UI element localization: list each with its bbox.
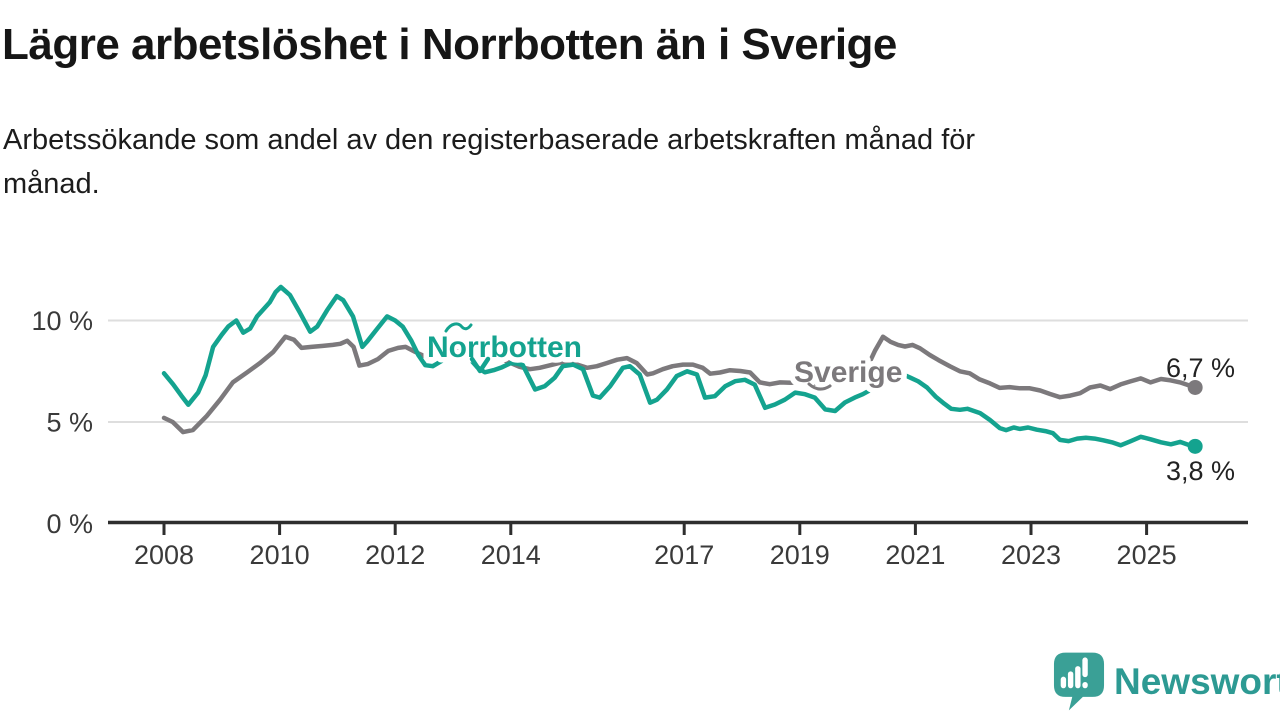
series-end-dot-sverige <box>1187 379 1203 395</box>
x-tick-label: 2012 <box>365 540 425 570</box>
subtitle-line-2: månad. <box>3 168 100 200</box>
newsworthy-logo: Newsworthy <box>1053 651 1280 712</box>
x-tick-label: 2017 <box>654 540 714 570</box>
newsworthy-wordmark: Newsworthy <box>1114 660 1280 702</box>
page-title: Lägre arbetslöshet i Norrbotten än i Sve… <box>2 20 897 69</box>
subtitle-line-1: Arbetssökande som andel av den registerb… <box>3 124 976 156</box>
series-label-norrbotten: Norrbotten <box>427 331 582 364</box>
norrbotten-arrow-swash <box>444 322 473 333</box>
y-tick-label: 10 % <box>31 306 93 336</box>
series-line-sverige <box>161 334 1198 435</box>
norrbotten-arrowhead-icon <box>469 356 491 374</box>
newsworthy-speech-bubble-chart-icon <box>1053 652 1105 711</box>
y-tick-label: 0 % <box>46 509 93 539</box>
end-value-label-norrbotten: 3,8 % <box>1166 456 1235 486</box>
end-value-label-sverige: 6,7 % <box>1166 353 1235 383</box>
x-tick-label: 2021 <box>885 540 945 570</box>
chart-subtitle: Arbetssökande som andel av den registerb… <box>3 118 975 206</box>
series-label-sverige: Sverige <box>794 356 902 389</box>
x-tick-label: 2025 <box>1117 540 1177 570</box>
y-tick-label: 5 % <box>46 408 93 438</box>
x-tick-label: 2008 <box>134 540 194 570</box>
sverige-arrow-arc <box>807 382 832 391</box>
x-tick-label: 2019 <box>770 540 830 570</box>
series-end-dot-norrbotten <box>1187 438 1203 454</box>
series-line-norrbotten <box>161 284 1198 449</box>
x-tick-label: 2010 <box>250 540 310 570</box>
x-tick-label: 2023 <box>1001 540 1061 570</box>
x-tick-label: 2014 <box>481 540 541 570</box>
